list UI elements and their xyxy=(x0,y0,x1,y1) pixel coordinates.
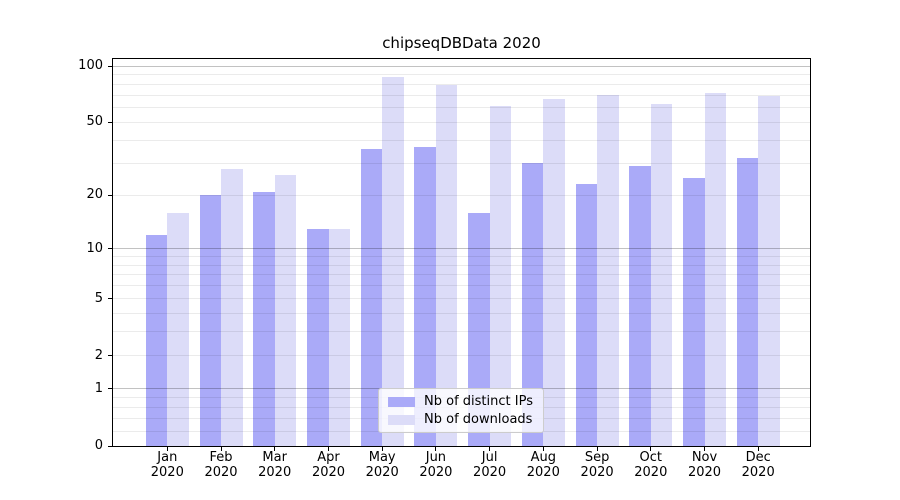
y-axis-tick xyxy=(108,355,113,356)
y-tick-label: 0 xyxy=(94,438,103,453)
x-axis-tick xyxy=(328,447,329,451)
gridline-minor xyxy=(113,83,810,85)
y-axis-tick xyxy=(108,65,113,67)
bar-downloads-mar xyxy=(274,174,297,446)
bar-downloads-apr xyxy=(328,228,350,446)
y-axis-tick xyxy=(108,298,113,299)
legend-swatch xyxy=(388,414,416,425)
chart-title: chipseqDBData 2020 xyxy=(382,34,541,52)
y-tick-label: 1 xyxy=(94,380,103,396)
bar-ips-nov xyxy=(683,177,705,446)
y-axis-tick xyxy=(108,445,113,447)
legend-label: Nb of distinct IPs xyxy=(424,394,533,409)
bar-ips-aug xyxy=(521,163,544,446)
bar-downloads-dec xyxy=(758,96,780,446)
bar-ips-sep xyxy=(575,184,598,446)
gridline-minor xyxy=(113,74,810,76)
x-tick-label: Feb 2020 xyxy=(204,450,238,480)
x-axis-tick xyxy=(166,447,168,451)
x-tick-label: Apr 2020 xyxy=(311,450,346,480)
x-tick-label: Jun 2020 xyxy=(419,450,453,480)
gridline-major xyxy=(113,65,810,67)
legend-item-downloads: Nb of downloads xyxy=(388,412,533,427)
y-tick-label: 100 xyxy=(78,58,103,73)
bar-ips-mar xyxy=(253,191,275,446)
bar-downloads-jun xyxy=(435,85,458,446)
bar-downloads-may xyxy=(382,77,404,446)
x-axis-tick xyxy=(381,447,383,451)
x-axis-tick xyxy=(274,447,276,451)
x-axis-tick xyxy=(757,447,759,451)
x-tick-label: May 2020 xyxy=(365,450,399,480)
x-tick-label: Nov 2020 xyxy=(687,450,722,480)
legend-swatch xyxy=(388,396,416,407)
x-axis-tick xyxy=(704,447,705,451)
bar-ips-may xyxy=(360,148,383,446)
bar-ips-dec xyxy=(736,158,759,446)
legend-label: Nb of downloads xyxy=(424,412,533,427)
bar-ips-jan xyxy=(145,234,168,446)
y-axis-tick xyxy=(108,388,113,390)
x-tick-label: Aug 2020 xyxy=(526,450,560,480)
bar-ips-oct xyxy=(629,166,651,446)
x-tick-label: Oct 2020 xyxy=(634,450,668,480)
legend: Nb of distinct IPs Nb of downloads xyxy=(378,388,544,433)
y-axis-tick xyxy=(108,121,113,123)
bar-ips-feb xyxy=(199,195,221,446)
bar-ips-jun xyxy=(414,146,436,446)
y-tick-label: 10 xyxy=(86,240,103,256)
y-tick-label: 20 xyxy=(86,187,103,203)
y-axis-tick xyxy=(108,194,113,196)
x-axis-tick xyxy=(435,447,437,451)
bar-downloads-jan xyxy=(167,212,189,446)
legend-item-ips: Nb of distinct IPs xyxy=(388,394,533,409)
bar-ips-jul xyxy=(468,212,490,446)
bar-downloads-feb xyxy=(221,168,243,446)
y-tick-label: 50 xyxy=(86,114,103,130)
x-axis-tick xyxy=(542,447,544,451)
x-tick-label: Jul 2020 xyxy=(473,450,507,480)
x-axis-tick xyxy=(650,447,652,451)
x-tick-label: Sep 2020 xyxy=(580,450,614,480)
x-tick-label: Mar 2020 xyxy=(258,450,292,480)
x-axis-tick xyxy=(596,447,598,451)
bar-ips-apr xyxy=(307,228,329,446)
y-tick-label: 5 xyxy=(94,290,103,306)
bar-downloads-nov xyxy=(704,92,726,446)
bar-downloads-sep xyxy=(597,95,619,446)
x-tick-label: Dec 2020 xyxy=(741,450,775,480)
bar-downloads-jul xyxy=(489,106,512,446)
x-tick-label: Jan 2020 xyxy=(150,450,184,480)
bar-downloads-oct xyxy=(650,103,673,446)
x-axis-tick xyxy=(220,447,222,451)
y-axis-tick xyxy=(108,248,113,250)
plot-area xyxy=(113,59,810,446)
y-tick-label: 2 xyxy=(94,347,103,363)
bar-downloads-aug xyxy=(543,98,565,446)
x-axis-tick xyxy=(489,447,491,451)
